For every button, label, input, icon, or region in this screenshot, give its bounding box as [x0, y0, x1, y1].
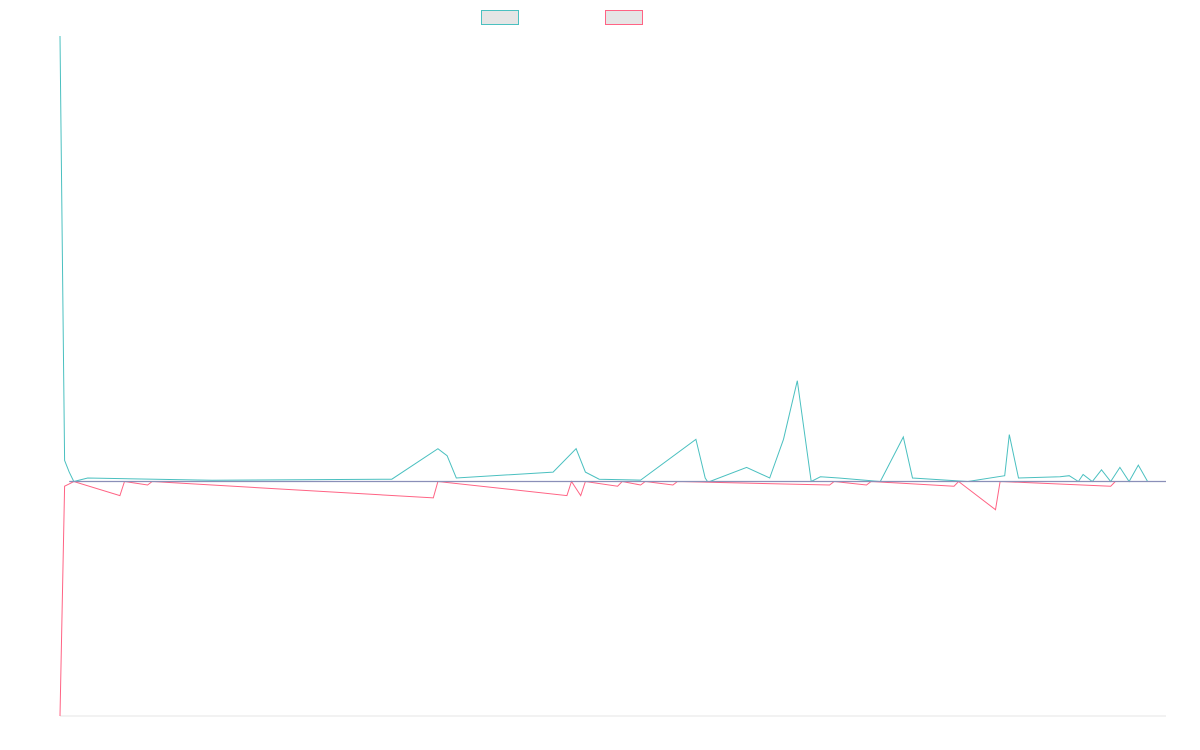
series-1-line [59, 35, 1166, 483]
legend-swatch-series-2[interactable] [605, 10, 643, 25]
legend-swatch-series-1[interactable] [481, 10, 519, 25]
series-2-line [59, 480, 1166, 717]
